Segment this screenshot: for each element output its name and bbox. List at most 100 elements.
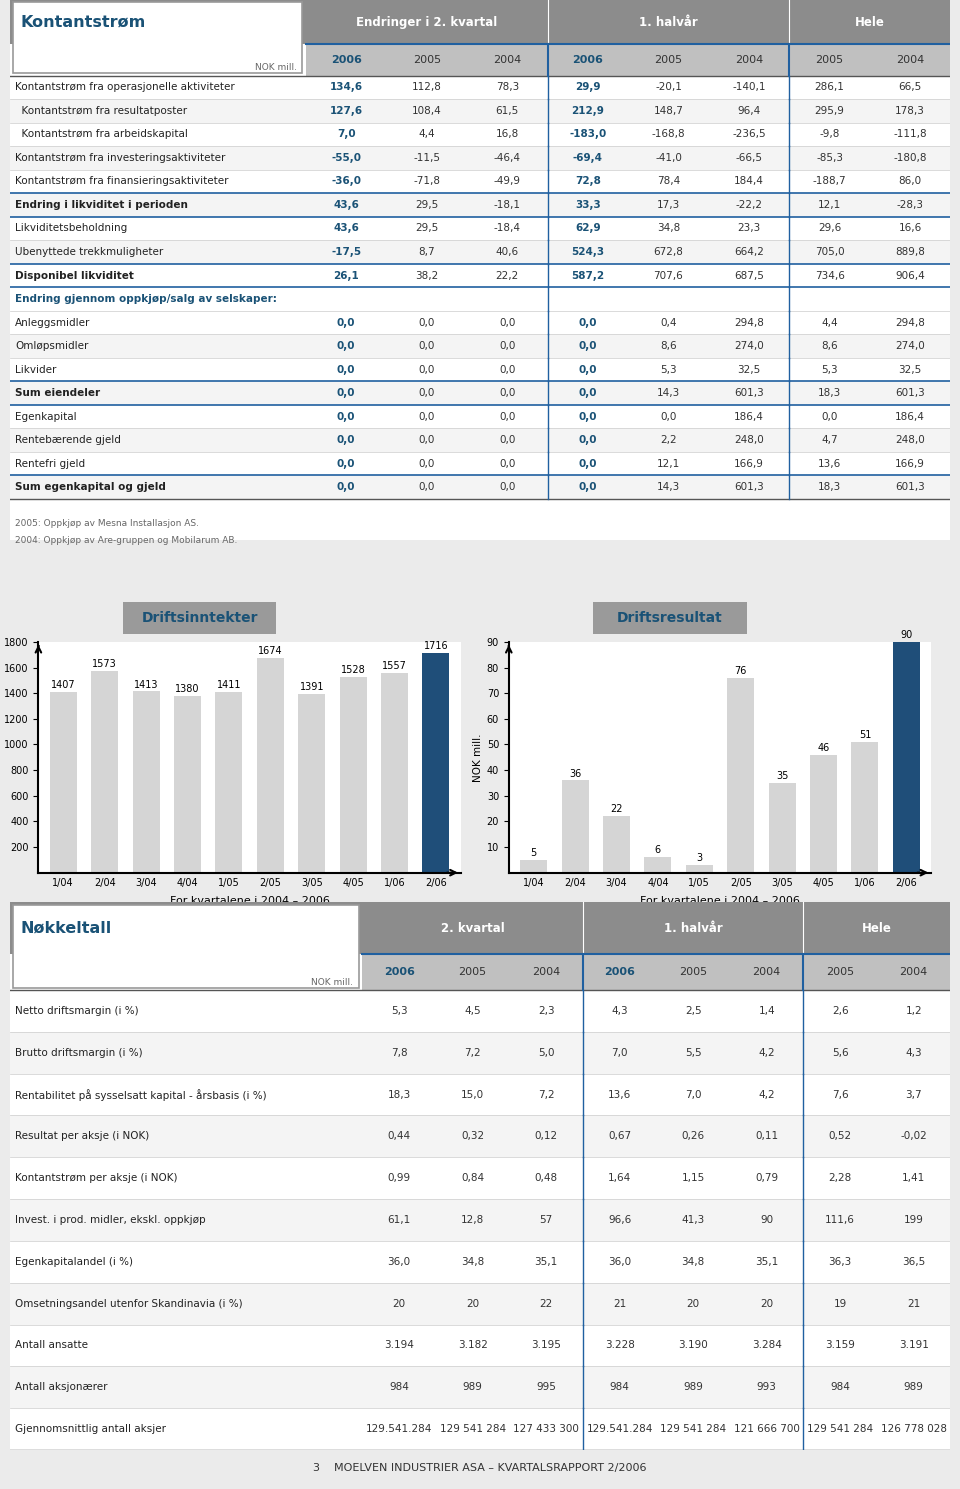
Text: 32,5: 32,5: [899, 365, 922, 375]
Text: 1380: 1380: [176, 683, 200, 694]
Text: Likvider: Likvider: [15, 365, 57, 375]
Text: -183,0: -183,0: [569, 130, 607, 140]
Text: 1. halvår: 1. halvår: [663, 922, 723, 935]
Bar: [50, 692, 77, 873]
Text: Driftsresultat: Driftsresultat: [617, 610, 723, 625]
Text: -22,2: -22,2: [735, 200, 762, 210]
Text: 0,32: 0,32: [461, 1132, 484, 1142]
Bar: [10, 429, 950, 453]
Text: 4,3: 4,3: [905, 1048, 922, 1057]
Text: 7,8: 7,8: [391, 1048, 407, 1057]
Text: 40,6: 40,6: [495, 247, 519, 258]
Text: 12,1: 12,1: [657, 459, 680, 469]
Text: 5,6: 5,6: [831, 1048, 849, 1057]
Text: 248,0: 248,0: [896, 435, 925, 445]
Text: -140,1: -140,1: [732, 82, 766, 92]
Text: 2005: 2005: [655, 55, 683, 66]
Bar: [10, 146, 950, 170]
Text: 127 433 300: 127 433 300: [514, 1423, 579, 1434]
Text: 2006: 2006: [572, 55, 603, 66]
Text: -66,5: -66,5: [735, 153, 762, 162]
Text: 29,6: 29,6: [818, 223, 841, 234]
Text: 7,0: 7,0: [612, 1048, 628, 1057]
Text: Endring gjennom oppkjøp/salg av selskaper:: Endring gjennom oppkjøp/salg av selskape…: [15, 293, 277, 304]
Text: 17,3: 17,3: [657, 200, 680, 210]
Text: -55,0: -55,0: [331, 153, 361, 162]
Text: 13,6: 13,6: [818, 459, 841, 469]
Text: 995: 995: [537, 1382, 556, 1392]
Text: 36,0: 36,0: [388, 1257, 411, 1267]
Text: -180,8: -180,8: [894, 153, 926, 162]
Text: 129 541 284: 129 541 284: [660, 1423, 726, 1434]
Text: -0,02: -0,02: [900, 1132, 927, 1142]
Bar: [644, 858, 671, 873]
Text: 0,12: 0,12: [535, 1132, 558, 1142]
Text: Rentabilitet på sysselsatt kapital - årsbasis (i %): Rentabilitet på sysselsatt kapital - års…: [15, 1088, 267, 1100]
Text: 0,0: 0,0: [579, 459, 597, 469]
Text: 0,0: 0,0: [499, 459, 516, 469]
Text: 8,7: 8,7: [419, 247, 435, 258]
Text: 0,0: 0,0: [337, 459, 355, 469]
Text: 2004: 2004: [896, 55, 924, 66]
Bar: [306, 45, 950, 76]
Text: -168,8: -168,8: [652, 130, 685, 140]
Bar: [340, 676, 367, 873]
Text: 57: 57: [540, 1215, 553, 1225]
Text: Netto driftsmargin (i %): Netto driftsmargin (i %): [15, 1007, 139, 1015]
Text: 3.182: 3.182: [458, 1340, 488, 1351]
Bar: [91, 672, 118, 873]
Text: 2004: 2004: [493, 55, 521, 66]
Text: 664,2: 664,2: [734, 247, 764, 258]
Text: -18,1: -18,1: [493, 200, 521, 210]
Y-axis label: NOK mill.: NOK mill.: [472, 733, 483, 782]
Text: -111,8: -111,8: [894, 130, 927, 140]
Text: 51: 51: [859, 730, 871, 740]
Text: -20,1: -20,1: [655, 82, 682, 92]
Text: 41,3: 41,3: [682, 1215, 705, 1225]
Bar: [893, 642, 920, 873]
Text: 2004: 2004: [532, 968, 561, 977]
Text: 1,41: 1,41: [902, 1173, 925, 1184]
Bar: [10, 240, 950, 264]
Text: 212,9: 212,9: [571, 106, 605, 116]
Text: 0,0: 0,0: [419, 435, 435, 445]
Text: 5,5: 5,5: [684, 1048, 702, 1057]
Text: 2,3: 2,3: [538, 1007, 555, 1015]
Text: 2006: 2006: [604, 968, 636, 977]
Text: 3    MOELVEN INDUSTRIER ASA – KVARTALSRAPPORT 2/2006: 3 MOELVEN INDUSTRIER ASA – KVARTALSRAPPO…: [313, 1462, 647, 1473]
Bar: [728, 677, 755, 873]
Text: Endring i likviditet i perioden: Endring i likviditet i perioden: [15, 200, 188, 210]
Text: 126 778 028: 126 778 028: [880, 1423, 947, 1434]
Text: -49,9: -49,9: [493, 176, 521, 186]
Text: 3.190: 3.190: [679, 1340, 708, 1351]
Text: 2004: 2004: [900, 968, 927, 977]
Text: 0,0: 0,0: [499, 365, 516, 375]
Text: 601,3: 601,3: [896, 389, 925, 398]
Text: 0,0: 0,0: [822, 411, 838, 421]
Text: 1. halvår: 1. halvår: [639, 16, 698, 28]
Text: 889,8: 889,8: [895, 247, 925, 258]
Text: 3.195: 3.195: [531, 1340, 561, 1351]
Text: 3.284: 3.284: [752, 1340, 781, 1351]
Text: 86,0: 86,0: [899, 176, 922, 186]
Text: 29,5: 29,5: [415, 200, 439, 210]
Text: Hele: Hele: [855, 16, 885, 28]
Text: 35: 35: [776, 771, 788, 782]
Text: 5,3: 5,3: [660, 365, 677, 375]
Text: 1413: 1413: [133, 679, 158, 689]
Text: 34,8: 34,8: [461, 1257, 484, 1267]
Text: 0,0: 0,0: [337, 341, 355, 351]
Bar: [10, 381, 950, 405]
Text: 294,8: 294,8: [734, 317, 764, 328]
Text: 2. kvartal: 2. kvartal: [441, 922, 505, 935]
Bar: [10, 335, 950, 357]
Text: 12,8: 12,8: [461, 1215, 484, 1225]
Text: 14,3: 14,3: [657, 482, 680, 493]
Text: 0,0: 0,0: [419, 317, 435, 328]
Text: -11,5: -11,5: [414, 153, 441, 162]
Text: 186,4: 186,4: [734, 411, 764, 421]
Text: 0,0: 0,0: [419, 341, 435, 351]
Text: 111,6: 111,6: [826, 1215, 855, 1225]
Bar: [562, 780, 588, 873]
Text: 34,8: 34,8: [657, 223, 680, 234]
